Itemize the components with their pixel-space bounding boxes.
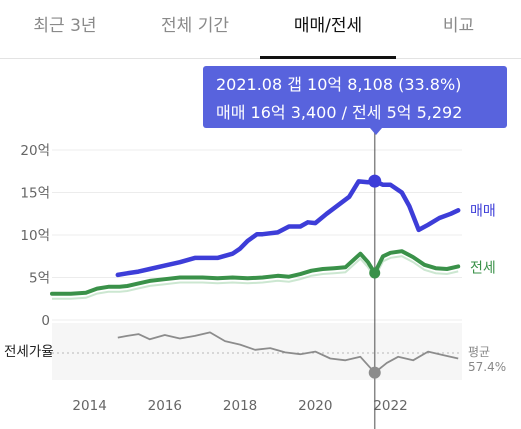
series-group	[50, 178, 461, 374]
tooltip-pointer	[370, 128, 382, 135]
jeonse-ratio-line	[117, 331, 459, 374]
ratio-axis-label: 전세가율	[4, 344, 54, 360]
tab-all-periods[interactable]: 전체 기간	[130, 0, 260, 58]
x-tick-label: 2016	[148, 398, 182, 414]
y-tick-label: 10억	[20, 228, 50, 244]
sale-marker	[368, 174, 382, 188]
hover-markers	[368, 174, 382, 379]
sale-line	[115, 178, 461, 278]
period-tabs: 최근 3년 전체 기간 매매/전세 비교	[0, 0, 521, 59]
x-tick-label: 2022	[373, 398, 407, 414]
x-tick-label: 2014	[72, 398, 106, 414]
x-tick-label: 2018	[223, 398, 257, 414]
ratio-panel-bg	[52, 323, 462, 380]
tab-sale-jeonse[interactable]: 매매/전세	[260, 0, 396, 59]
x-axis: 2014 2016 2018 2020 2022	[72, 398, 407, 414]
jeonse-series-label: 전세	[470, 260, 496, 276]
tab-label: 전체 기간	[161, 16, 229, 36]
ratio-marker	[368, 366, 381, 379]
tab-label: 매매/전세	[293, 16, 363, 36]
tab-compare[interactable]: 비교	[396, 0, 521, 58]
tab-recent-3-years[interactable]: 최근 3년	[0, 0, 130, 58]
tooltip-price-line: 매매 16억 3,400 / 전세 5억 5,292	[216, 103, 463, 122]
x-tick-label: 2020	[298, 398, 332, 414]
sale-series-label: 매매	[470, 203, 496, 219]
jeonse-range-band	[52, 255, 459, 300]
jeonse-line	[50, 249, 461, 296]
average-label: 평균	[468, 345, 490, 359]
y-tick-label: 5억	[29, 271, 50, 287]
hover-tooltip: 2021.08 갭 10억 8,108 (33.8%) 매매 16억 3,400…	[203, 66, 507, 135]
y-tick-label: 20억	[20, 143, 50, 159]
jeonse-marker	[369, 267, 381, 279]
y-tick-label: 15억	[20, 186, 50, 202]
y-tick-label: 0	[41, 313, 50, 329]
tab-label: 최근 3년	[33, 16, 97, 36]
tooltip-gap-line: 2021.08 갭 10억 8,108 (33.8%)	[216, 75, 462, 94]
tab-label: 비교	[442, 16, 475, 36]
y-axis: 20억 15억 10억 5억 0	[20, 143, 50, 329]
average-value: 57.4%	[468, 360, 506, 374]
